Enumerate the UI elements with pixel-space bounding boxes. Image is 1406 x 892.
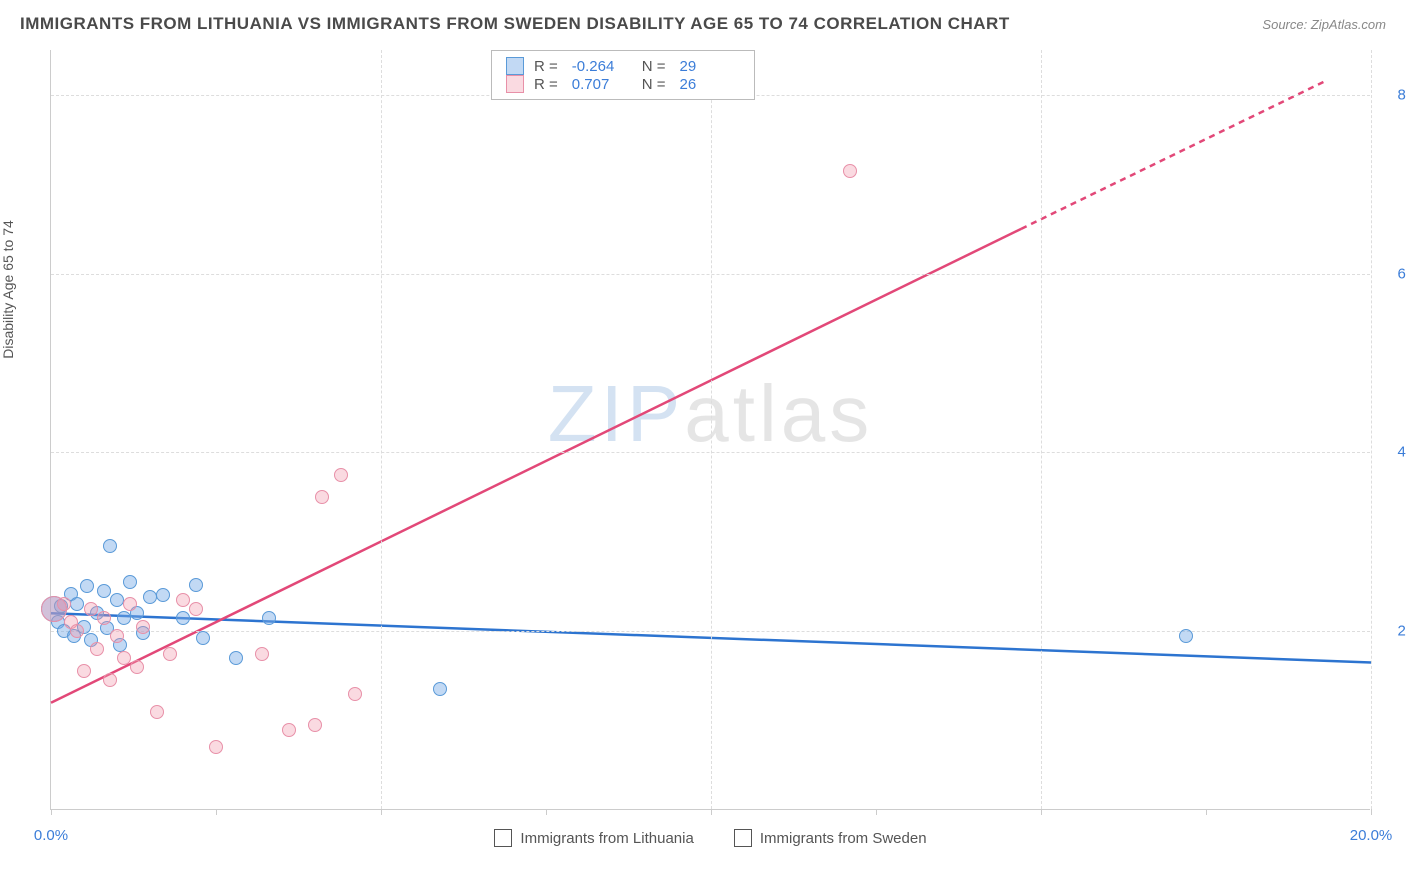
data-point — [282, 723, 296, 737]
data-point — [433, 682, 447, 696]
data-point — [130, 660, 144, 674]
data-point — [189, 578, 203, 592]
data-point — [136, 620, 150, 634]
x-tick-label: 20.0% — [1350, 827, 1393, 844]
regression-line — [1021, 81, 1325, 229]
data-point — [57, 597, 71, 611]
legend-label-lithuania: Immigrants from Lithuania — [520, 830, 693, 847]
data-point — [70, 597, 84, 611]
data-point — [110, 629, 124, 643]
data-point — [196, 631, 210, 645]
y-axis-label: Disability Age 65 to 74 — [0, 220, 16, 359]
data-point — [262, 611, 276, 625]
legend-item-sweden: Immigrants from Sweden — [734, 829, 927, 847]
chart-title: IMMIGRANTS FROM LITHUANIA VS IMMIGRANTS … — [20, 14, 1010, 34]
x-tick-mark — [51, 809, 52, 815]
data-point — [315, 490, 329, 504]
y-tick-label: 40.0% — [1380, 444, 1406, 461]
x-tick-mark — [381, 809, 382, 815]
data-point — [308, 718, 322, 732]
data-point — [255, 647, 269, 661]
data-point — [70, 624, 84, 638]
legend-item-lithuania: Immigrants from Lithuania — [494, 829, 693, 847]
data-point — [150, 705, 164, 719]
legend-label-sweden: Immigrants from Sweden — [760, 830, 927, 847]
data-point — [1179, 629, 1193, 643]
y-tick-label: 20.0% — [1380, 623, 1406, 640]
swatch-lithuania-icon — [494, 829, 512, 847]
x-tick-mark — [1206, 809, 1207, 815]
x-tick-mark — [711, 809, 712, 815]
y-tick-label: 80.0% — [1380, 86, 1406, 103]
r-value-lithuania: -0.264 — [572, 58, 632, 75]
data-point — [97, 611, 111, 625]
n-value-sweden: 26 — [680, 76, 740, 93]
legend-row-sweden: R = 0.707 N = 26 — [506, 75, 740, 93]
gridline-v — [1371, 50, 1372, 809]
gridline-v — [711, 50, 712, 809]
x-tick-mark — [876, 809, 877, 815]
data-point — [97, 584, 111, 598]
data-point — [110, 593, 124, 607]
chart-plot-area: ZIPatlas R = -0.264 N = 29 R = 0.707 N =… — [50, 50, 1370, 810]
x-tick-mark — [216, 809, 217, 815]
x-tick-label: 0.0% — [34, 827, 68, 844]
series-legend: Immigrants from Lithuania Immigrants fro… — [51, 829, 1370, 847]
data-point — [189, 602, 203, 616]
correlation-legend: R = -0.264 N = 29 R = 0.707 N = 26 — [491, 50, 755, 100]
swatch-lithuania — [506, 57, 524, 75]
data-point — [80, 579, 94, 593]
data-point — [143, 590, 157, 604]
data-point — [843, 164, 857, 178]
data-point — [84, 602, 98, 616]
r-label: R = — [534, 58, 558, 75]
x-tick-mark — [546, 809, 547, 815]
legend-row-lithuania: R = -0.264 N = 29 — [506, 57, 740, 75]
n-label: N = — [642, 76, 666, 93]
source-attribution: Source: ZipAtlas.com — [1262, 17, 1386, 32]
data-point — [163, 647, 177, 661]
n-label: N = — [642, 58, 666, 75]
data-point — [123, 575, 137, 589]
n-value-lithuania: 29 — [680, 58, 740, 75]
data-point — [348, 687, 362, 701]
data-point — [117, 651, 131, 665]
data-point — [103, 539, 117, 553]
source-label: Source: — [1262, 17, 1307, 32]
data-point — [123, 597, 137, 611]
r-label: R = — [534, 76, 558, 93]
source-value: ZipAtlas.com — [1311, 17, 1386, 32]
data-point — [156, 588, 170, 602]
data-point — [209, 740, 223, 754]
r-value-sweden: 0.707 — [572, 76, 632, 93]
data-point — [176, 611, 190, 625]
data-point — [117, 611, 131, 625]
data-point — [90, 642, 104, 656]
data-point — [334, 468, 348, 482]
swatch-sweden — [506, 75, 524, 93]
y-tick-label: 60.0% — [1380, 265, 1406, 282]
data-point — [229, 651, 243, 665]
gridline-v — [1041, 50, 1042, 809]
gridline-v — [381, 50, 382, 809]
data-point — [176, 593, 190, 607]
data-point — [77, 664, 91, 678]
x-tick-mark — [1371, 809, 1372, 815]
data-point — [103, 673, 117, 687]
x-tick-mark — [1041, 809, 1042, 815]
swatch-sweden-icon — [734, 829, 752, 847]
